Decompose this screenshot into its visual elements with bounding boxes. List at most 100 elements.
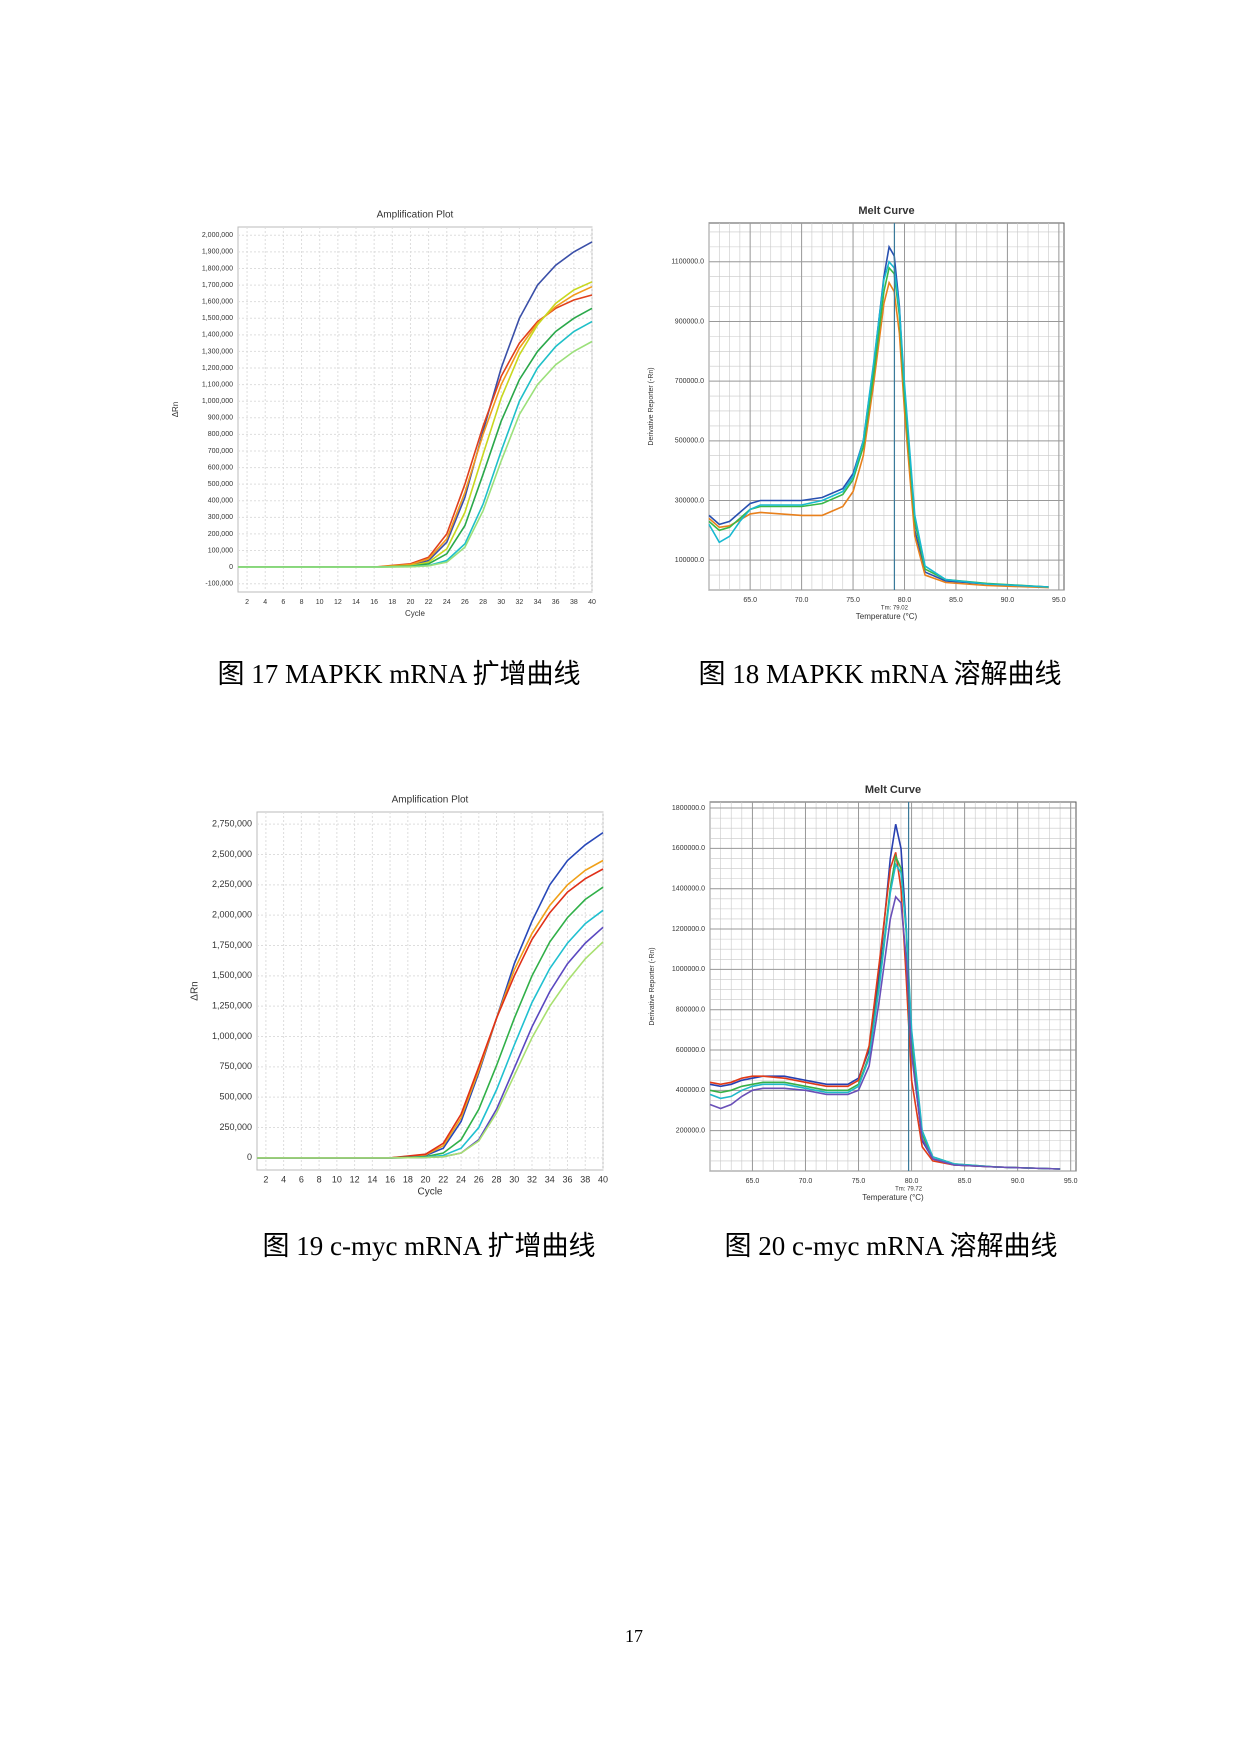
x-tick-label: 40 — [598, 1174, 608, 1184]
y-axis-label: Derivative Reporter (-Rn) — [648, 367, 655, 445]
y-tick-label: 700000.0 — [675, 378, 704, 385]
y-tick-label: 750,000 — [219, 1061, 252, 1071]
y-tick-label: 1,600,000 — [202, 299, 233, 306]
y-tick-label: 1,750,000 — [212, 940, 252, 950]
curve — [257, 941, 604, 1159]
curve — [238, 340, 593, 568]
y-axis-label: ΔRn — [171, 402, 180, 418]
y-tick-label: 1,300,000 — [202, 348, 233, 355]
x-tick-label: 18 — [403, 1174, 413, 1184]
y-tick-label: 1,100,000 — [202, 381, 233, 388]
x-tick-label: 85.0 — [949, 597, 963, 604]
plot-area — [256, 811, 604, 1171]
chart-title: Melt Curve — [858, 205, 914, 217]
y-tick-label: 500,000 — [219, 1092, 252, 1102]
curve — [709, 862, 1061, 1170]
tm-label: Tm: 79.02 — [881, 606, 909, 612]
y-tick-label: 2,750,000 — [212, 819, 252, 829]
x-tick-label: 12 — [350, 1174, 360, 1184]
x-tick-label: 26 — [461, 599, 469, 606]
x-tick-label: 75.0 — [846, 597, 860, 604]
x-axis-label: Temperature (°C) — [862, 1193, 924, 1202]
x-tick-label: 4 — [281, 1174, 286, 1184]
x-tick-label: 16 — [385, 1174, 395, 1184]
page-number: 17 — [625, 1626, 643, 1646]
x-tick-label: 24 — [456, 1174, 466, 1184]
y-axis-label: ΔRn — [190, 981, 201, 1000]
x-tick-label: 95.0 — [1052, 597, 1066, 604]
x-tick-label: 6 — [299, 1174, 304, 1184]
x-tick-label: 95.0 — [1064, 1178, 1078, 1185]
x-tick-label: 2 — [245, 599, 249, 606]
y-tick-label: 1,500,000 — [212, 970, 252, 980]
x-tick-label: 80.0 — [905, 1178, 919, 1185]
chart-title: Melt Curve — [865, 784, 921, 796]
y-tick-label: 500,000 — [208, 481, 233, 488]
caption: 图 17 MAPKK mRNA 扩增曲线 — [217, 659, 580, 689]
x-tick-label: 90.0 — [1001, 597, 1015, 604]
y-tick-label: 600000.0 — [676, 1047, 705, 1054]
y-tick-label: 300,000 — [208, 514, 233, 521]
x-tick-label: 30 — [509, 1174, 519, 1184]
plot-area — [237, 226, 593, 593]
x-tick-label: 28 — [479, 599, 487, 606]
y-tick-label: 800000.0 — [676, 1007, 705, 1014]
x-tick-label: 38 — [570, 599, 578, 606]
chart-title: Amplification Plot — [392, 795, 469, 806]
y-tick-label: 200000.0 — [676, 1128, 705, 1135]
x-tick-label: 32 — [527, 1174, 537, 1184]
y-tick-label: 300000.0 — [675, 497, 704, 504]
x-tick-label: 22 — [438, 1174, 448, 1184]
y-tick-label: 1,700,000 — [202, 282, 233, 289]
y-tick-label: 600,000 — [208, 464, 233, 471]
x-tick-label: 34 — [534, 599, 542, 606]
x-tick-label: 6 — [281, 599, 285, 606]
y-tick-label: 1,400,000 — [202, 332, 233, 339]
x-tick-label: 10 — [316, 599, 324, 606]
x-tick-label: 4 — [263, 599, 267, 606]
y-tick-label: 900,000 — [208, 415, 233, 422]
y-tick-label: 1,500,000 — [202, 315, 233, 322]
x-tick-label: 8 — [317, 1174, 322, 1184]
x-tick-label: 38 — [580, 1174, 590, 1184]
x-tick-label: 24 — [443, 599, 451, 606]
x-tick-label: 18 — [388, 599, 396, 606]
x-tick-label: 22 — [425, 599, 433, 606]
x-tick-label: 28 — [492, 1174, 502, 1184]
x-tick-label: 75.0 — [852, 1178, 866, 1185]
y-tick-label: 2,250,000 — [212, 879, 252, 889]
y-tick-label: 1800000.0 — [672, 805, 705, 812]
y-tick-label: 1100000.0 — [671, 259, 704, 266]
y-tick-label: 900000.0 — [675, 318, 704, 325]
x-tick-label: 30 — [497, 599, 505, 606]
x-tick-label: 32 — [515, 599, 523, 606]
y-tick-label: 400,000 — [208, 498, 233, 505]
y-tick-label: 1,250,000 — [212, 1001, 252, 1011]
caption: 图 18 MAPKK mRNA 溶解曲线 — [698, 659, 1061, 689]
x-tick-label: 36 — [552, 599, 560, 606]
chart-title: Amplification Plot — [377, 210, 454, 221]
x-tick-label: 65.0 — [743, 597, 757, 604]
x-axis-label: Temperature (°C) — [856, 612, 918, 621]
curve — [709, 852, 1061, 1170]
x-tick-label: 16 — [370, 599, 378, 606]
y-tick-label: 400000.0 — [676, 1087, 705, 1094]
y-tick-label: 100,000 — [208, 547, 233, 554]
x-axis-label: Cycle — [405, 609, 426, 618]
x-tick-label: 8 — [300, 599, 304, 606]
curve — [709, 895, 1061, 1170]
y-tick-label: 2,500,000 — [212, 849, 252, 859]
y-tick-label: -100,000 — [205, 581, 233, 588]
y-tick-label: 700,000 — [208, 448, 233, 455]
caption: 图 19 c-myc mRNA 扩增曲线 — [263, 1231, 596, 1261]
y-tick-label: 0 — [229, 564, 233, 571]
x-axis-label: Cycle — [417, 1187, 442, 1198]
x-tick-label: 10 — [332, 1174, 342, 1184]
y-tick-label: 1000000.0 — [672, 966, 705, 973]
y-tick-label: 250,000 — [219, 1122, 252, 1132]
caption: 图 20 c-myc mRNA 溶解曲线 — [725, 1231, 1058, 1261]
x-tick-label: 70.0 — [795, 597, 809, 604]
x-tick-label: 20 — [407, 599, 415, 606]
curve — [708, 260, 1049, 588]
plot-area — [708, 222, 1065, 591]
